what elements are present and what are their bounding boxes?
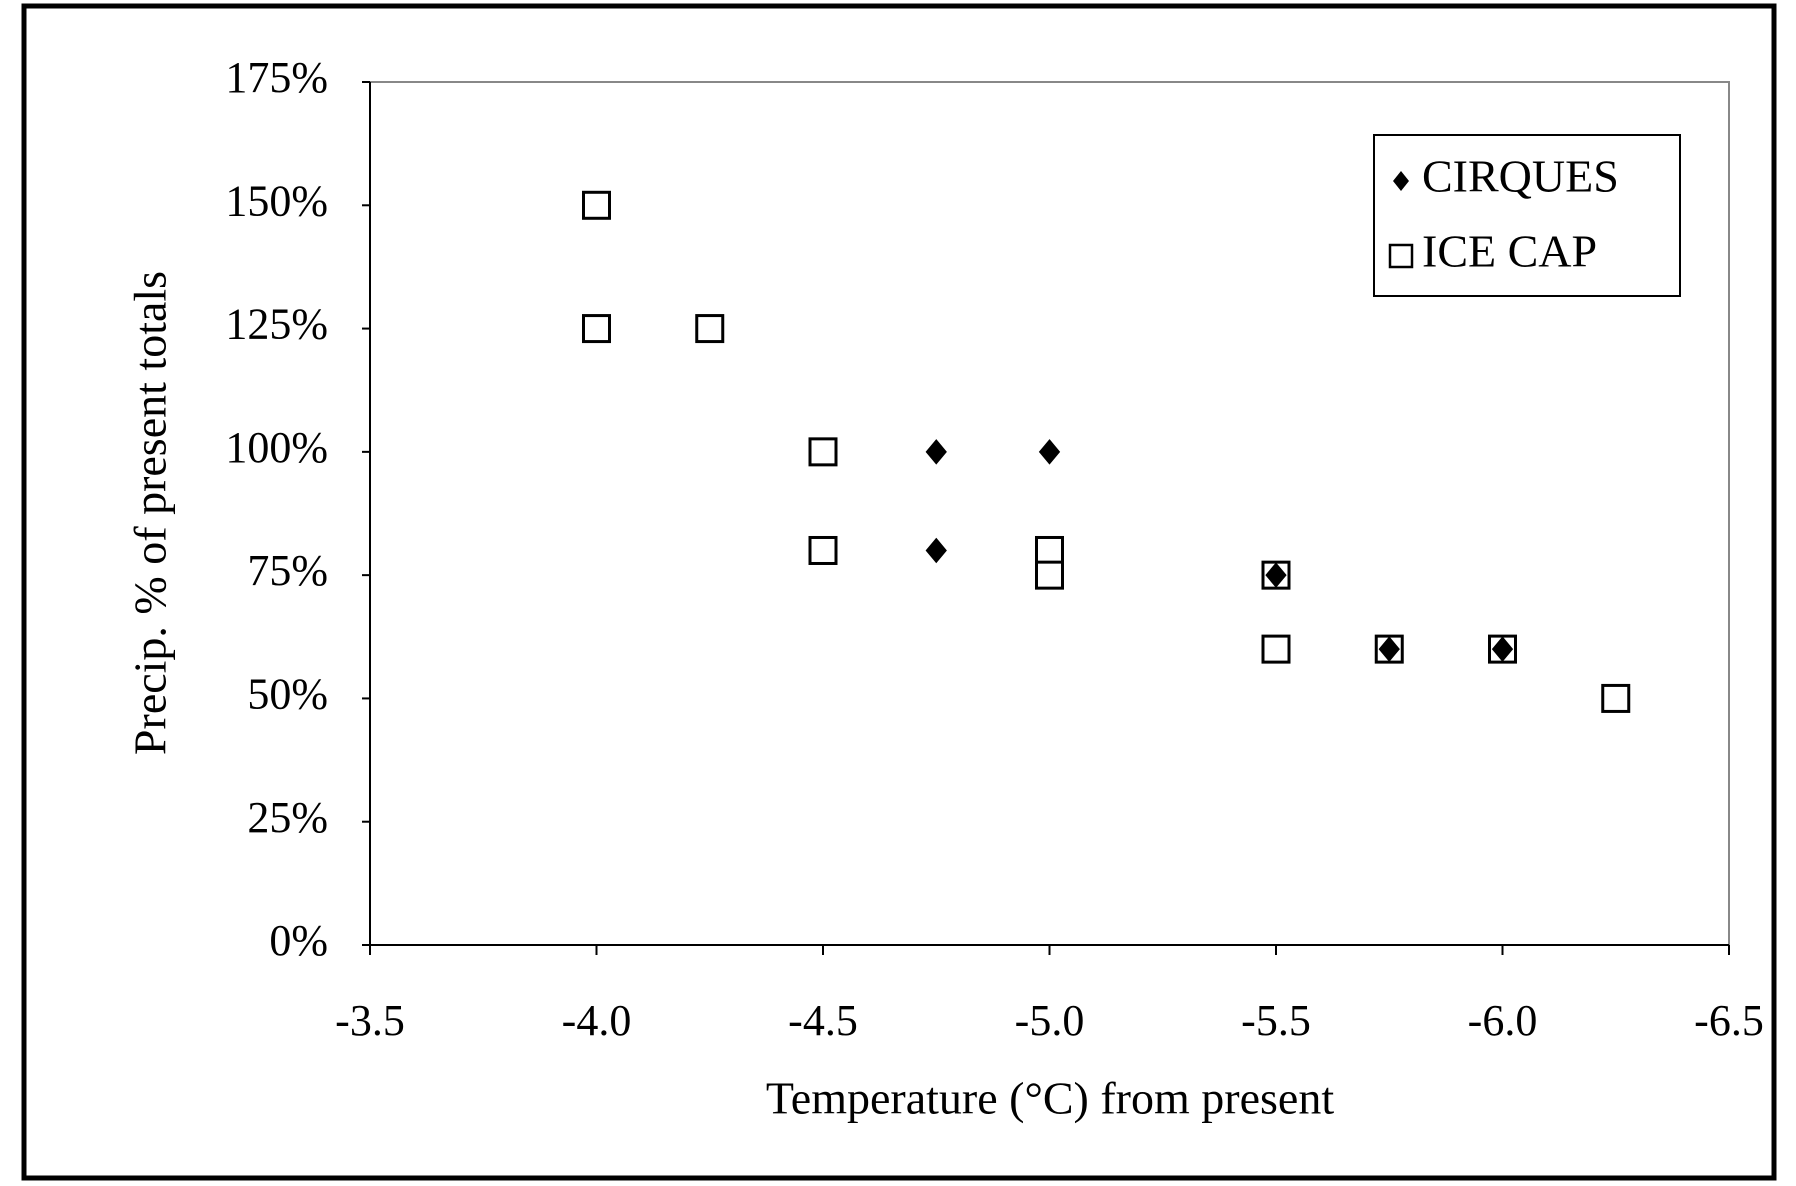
diamond-marker xyxy=(925,439,947,465)
x-tick-label: -5.0 xyxy=(1015,996,1085,1045)
legend-box xyxy=(1373,134,1681,297)
square-marker xyxy=(1261,634,1291,664)
legend-marker xyxy=(1393,171,1409,191)
legend-label: ICE CAP xyxy=(1422,226,1597,277)
y-tick-label: 25% xyxy=(247,793,328,842)
square-marker xyxy=(1601,683,1631,713)
square-marker xyxy=(808,437,838,467)
x-tick-label: -5.5 xyxy=(1241,996,1311,1045)
square-marker xyxy=(695,314,725,344)
x-tick-label: -6.5 xyxy=(1694,996,1764,1045)
x-tick-label: -4.0 xyxy=(562,996,632,1045)
x-axis-title: Temperature (°C) from present xyxy=(766,1073,1334,1124)
y-axis-title: Precip. % of present totals xyxy=(125,271,176,755)
x-tick-label: -3.5 xyxy=(335,996,405,1045)
y-tick-label: 0% xyxy=(269,916,328,965)
square-marker xyxy=(1035,535,1064,565)
x-tick-label: -4.5 xyxy=(788,996,858,1045)
diamond-marker xyxy=(1038,439,1061,465)
y-tick-label: 50% xyxy=(247,670,328,719)
legend-marker xyxy=(1388,243,1414,269)
diamond-marker xyxy=(1265,562,1287,588)
y-tick-label: 100% xyxy=(225,423,328,472)
y-tick-label: 125% xyxy=(225,300,328,349)
y-tick-label: 75% xyxy=(247,546,328,595)
x-tick-label: -6.0 xyxy=(1468,996,1538,1045)
square-marker xyxy=(808,535,838,565)
legend-label: CIRQUES xyxy=(1422,151,1619,202)
square-marker xyxy=(582,190,611,220)
y-tick-label: 175% xyxy=(225,53,328,102)
diamond-marker xyxy=(1491,636,1514,662)
y-tick-label: 150% xyxy=(225,176,328,225)
square-marker xyxy=(582,314,611,344)
diamond-marker xyxy=(1378,636,1400,662)
square-marker xyxy=(1035,560,1064,590)
diamond-marker xyxy=(925,537,947,564)
